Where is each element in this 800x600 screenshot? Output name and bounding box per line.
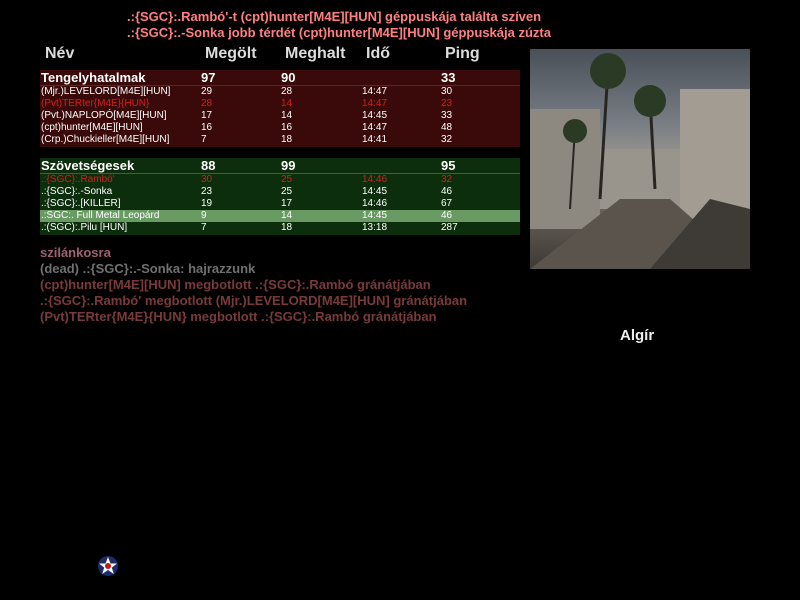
player-kills: 23 [201, 186, 213, 197]
map-preview-image [530, 49, 750, 269]
player-name: .:SGC:. Full Metal Leopárd [41, 210, 160, 221]
team-name: Szövetségesek [41, 158, 135, 173]
player-row[interactable]: .:(SGC):.Pilu [HUN] 7 18 13:18 287 [40, 222, 520, 234]
player-time: 14:46 [362, 174, 388, 185]
player-deaths: 25 [281, 186, 293, 197]
player-ping: 32 [441, 134, 453, 145]
chat-line: .:{SGC}:.-Sonka jobb térdét (cpt)hunter[… [127, 25, 551, 40]
player-kills: 16 [201, 122, 213, 133]
player-name: (Pvt.)NAPLOPÓ[M4E][HUN] [41, 110, 167, 121]
player-deaths: 14 [281, 98, 293, 109]
player-ping: 67 [441, 198, 453, 209]
player-name: .:{SGC}:.Rambó' [41, 174, 115, 185]
team-divider [40, 173, 520, 174]
player-name: (Mjr.)LEVELORD[M4E][HUN] [41, 86, 171, 97]
chat-line: .:{SGC}:.Rambó' megbotlott (Mjr.)LEVELOR… [40, 293, 468, 308]
player-deaths: 18 [281, 222, 293, 233]
player-kills: 19 [201, 198, 213, 209]
player-row[interactable]: .:{SGC}:.Rambó' 30 25 14:46 32 [40, 174, 520, 186]
column-deaths: Meghalt [285, 45, 346, 62]
player-ping: 287 [441, 222, 458, 233]
allied-star-roundel-icon [97, 555, 119, 581]
column-kills: Megölt [205, 45, 257, 62]
player-row[interactable]: .:SGC:. Full Metal Leopárd 9 14 14:45 46 [40, 210, 520, 222]
player-ping: 48 [441, 122, 453, 133]
chat-line: szilánkosra [40, 245, 111, 260]
player-row[interactable]: .:{SGC}:.[KILLER] 19 17 14:46 67 [40, 198, 520, 210]
player-row[interactable]: (Pvt.)NAPLOPÓ[M4E][HUN] 17 14 14:45 33 [40, 110, 520, 122]
player-deaths: 28 [281, 86, 293, 97]
player-kills: 17 [201, 110, 213, 121]
player-row[interactable]: (Crp.)Chuckieller[M4E][HUN] 7 18 14:41 32 [40, 134, 520, 146]
team-ping: 33 [441, 70, 456, 85]
player-row[interactable]: .:{SGC}:.-Sonka 23 25 14:45 46 [40, 186, 520, 198]
player-row[interactable]: (cpt)hunter[M4E][HUN] 16 16 14:47 48 [40, 122, 520, 134]
player-kills: 9 [201, 210, 207, 221]
team-ping: 95 [441, 158, 456, 173]
team-divider [40, 85, 520, 86]
player-kills: 29 [201, 86, 213, 97]
player-time: 14:46 [362, 198, 388, 209]
player-time: 14:45 [362, 186, 388, 197]
player-deaths: 17 [281, 198, 293, 209]
player-deaths: 25 [281, 174, 293, 185]
team-deaths: 90 [281, 70, 296, 85]
player-ping: 23 [441, 98, 453, 109]
player-time: 14:47 [362, 122, 388, 133]
column-time: Idő [366, 45, 390, 62]
team-name: Tengelyhatalmak [41, 70, 146, 85]
player-ping: 46 [441, 186, 453, 197]
player-row[interactable]: (Pvt)TERter{M4E}{HUN} 28 14 14:47 23 [40, 98, 520, 110]
player-ping: 46 [441, 210, 453, 221]
map-name: Algír [620, 327, 655, 344]
player-deaths: 14 [281, 210, 293, 221]
player-ping: 33 [441, 110, 453, 121]
player-time: 14:45 [362, 110, 388, 121]
player-deaths: 14 [281, 110, 293, 121]
axis-team-table: Tengelyhatalmak 97 90 33 (Mjr.)LEVELORD[M4E]… [40, 70, 520, 147]
player-kills: 7 [201, 222, 207, 233]
player-name: (cpt)hunter[M4E][HUN] [41, 122, 143, 133]
player-name: (Crp.)Chuckieller[M4E][HUN] [41, 134, 170, 145]
player-kills: 7 [201, 134, 207, 145]
player-name: .:(SGC):.Pilu [HUN] [41, 222, 128, 233]
player-name: (Pvt)TERter{M4E}{HUN} [41, 98, 150, 109]
player-ping: 30 [441, 86, 453, 97]
player-name: .:{SGC}:.-Sonka [41, 186, 113, 197]
player-time: 14:41 [362, 134, 388, 145]
chat-line: (dead) .:{SGC}:.-Sonka: hajrazzunk [40, 261, 256, 276]
player-deaths: 16 [281, 122, 293, 133]
column-ping: Ping [445, 45, 480, 62]
chat-line: (cpt)hunter[M4E][HUN] megbotlott .:{SGC}… [40, 277, 431, 292]
allies-team-table: Szövetségesek 88 99 95 .:{SGC}:.Rambó' 30 25 14… [40, 158, 520, 235]
player-row[interactable]: (Mjr.)LEVELORD[M4E][HUN] 29 28 14:47 30 [40, 86, 520, 98]
team-summary-row: Szövetségesek 88 99 95 [40, 158, 520, 173]
chat-line: (Pvt)TERter{M4E}{HUN} megbotlott .:{SGC}… [40, 309, 437, 324]
player-name: .:{SGC}:.[KILLER] [41, 198, 121, 209]
player-time: 14:47 [362, 86, 388, 97]
chat-line: .:{SGC}:.Rambó'-t (cpt)hunter[M4E][HUN] … [127, 9, 542, 24]
player-time: 14:47 [362, 98, 388, 109]
column-name: Név [45, 45, 75, 62]
team-summary-row: Tengelyhatalmak 97 90 33 [40, 70, 520, 85]
team-kills: 97 [201, 70, 216, 85]
player-time: 13:18 [362, 222, 388, 233]
player-kills: 28 [201, 98, 213, 109]
player-time: 14:45 [362, 210, 388, 221]
player-ping: 32 [441, 174, 453, 185]
player-kills: 30 [201, 174, 213, 185]
team-kills: 88 [201, 158, 216, 173]
map-scene-icon [530, 53, 750, 269]
player-deaths: 18 [281, 134, 293, 145]
team-deaths: 99 [281, 158, 296, 173]
